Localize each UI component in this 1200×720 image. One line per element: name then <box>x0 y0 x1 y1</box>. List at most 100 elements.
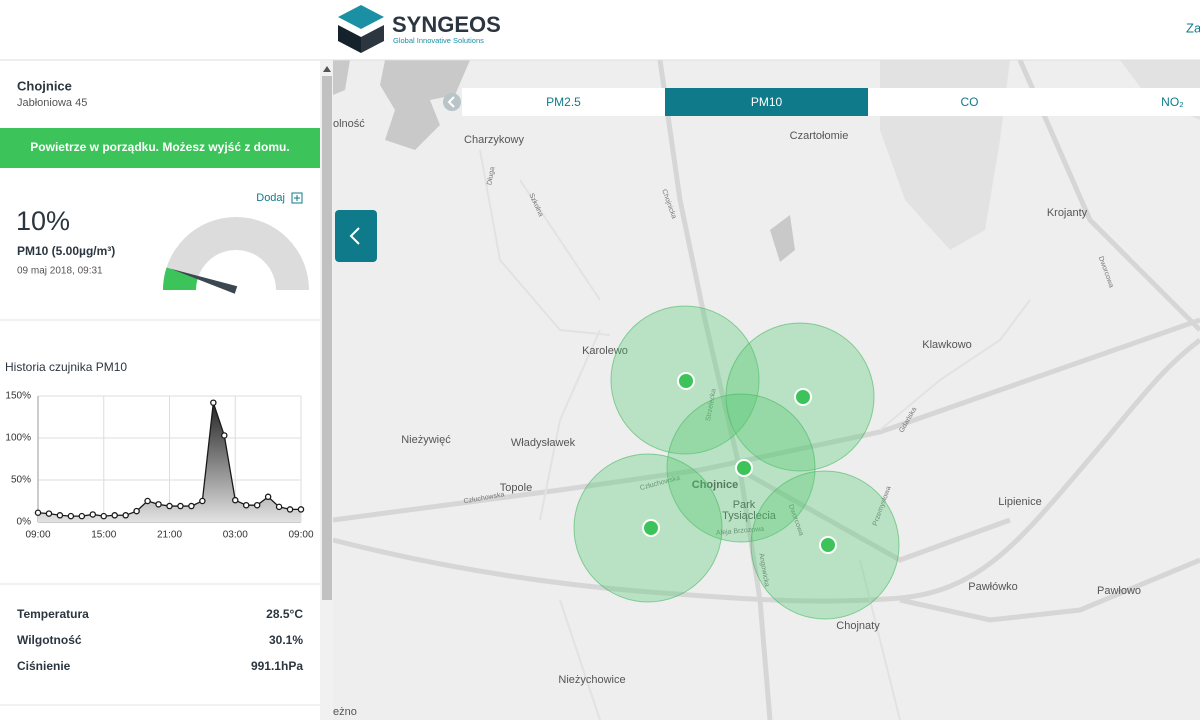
x-tick-label: 09:00 <box>288 530 313 541</box>
point <box>67 512 75 520</box>
place-label: Topole <box>500 482 532 494</box>
point <box>177 502 184 510</box>
point <box>275 503 283 511</box>
measurement-value: 28.5°C <box>266 607 303 621</box>
scroll-up-arrow[interactable] <box>323 66 331 72</box>
place-label: Park <box>733 499 756 511</box>
x-tick-label: 09:00 <box>25 530 50 541</box>
measurement-label: Ciśnienie <box>17 659 71 673</box>
history-chart: 0% 50% 100% 150% 09:00 15:00 21:00 03:00 09:00 <box>5 391 314 541</box>
point <box>221 432 228 439</box>
place-label: Chojnaty <box>836 620 880 632</box>
measurement-value: 991.1hPa <box>251 659 303 673</box>
place-label: Klawkowo <box>922 339 972 351</box>
point <box>199 497 206 505</box>
tab[interactable] <box>1071 88 1200 116</box>
sensor[interactable] <box>819 536 837 554</box>
place-labels: olność Charzykowy Czartołomie Krojanty Karol… <box>333 118 1141 718</box>
tab[interactable] <box>665 88 868 116</box>
point <box>111 512 118 519</box>
point <box>155 501 162 508</box>
point <box>133 507 140 515</box>
point <box>264 493 272 501</box>
place-label: eżno <box>333 706 357 718</box>
logo-title: SYNGEOS <box>392 12 501 37</box>
measurement-label: Temperatura <box>17 607 89 621</box>
point <box>144 497 151 505</box>
tab-label[interactable]: PM10 <box>751 95 783 109</box>
sensors <box>642 372 837 554</box>
point <box>78 512 86 520</box>
tab-label[interactable]: NO₂ <box>1161 95 1184 109</box>
city-name: Chojnice <box>17 78 72 93</box>
logo-icon <box>338 25 361 53</box>
place-label: Władysławek <box>511 437 576 449</box>
header-bar <box>0 0 1200 60</box>
place-label: Krojanty <box>1047 207 1088 219</box>
place-label: Pawłówko <box>968 581 1018 593</box>
sensor[interactable] <box>735 459 753 477</box>
tab[interactable] <box>462 88 665 116</box>
logo-icon <box>338 5 384 29</box>
collapse-button[interactable] <box>335 210 377 262</box>
logo-subtitle: Global Innovative Solutions <box>393 36 484 45</box>
logo[interactable]: SYNGEOS Global Innovative Solutions <box>338 5 501 53</box>
address: Jabłoniowa 45 <box>17 97 87 109</box>
y-tick-label: 50% <box>11 475 31 486</box>
add-button[interactable]: Dodaj <box>256 192 303 204</box>
add-icon <box>291 192 303 204</box>
header: SYNGEOS Global Innovative Solutions Za <box>0 0 1200 61</box>
point <box>231 496 239 504</box>
place-label: Tysiąclecia <box>722 510 777 522</box>
gauge-track <box>163 217 309 290</box>
point <box>100 512 108 520</box>
area <box>38 402 301 522</box>
map-background <box>333 60 1200 720</box>
place-label: Nieżywięć <box>401 434 451 446</box>
x-tick-label: 21:00 <box>157 530 182 541</box>
nav-link[interactable]: Za <box>1186 20 1200 35</box>
tab[interactable] <box>868 88 1071 116</box>
point <box>297 506 305 513</box>
sensor[interactable] <box>677 372 695 390</box>
lake <box>770 215 795 262</box>
x-tick-label: 03:00 <box>223 530 248 541</box>
measurements: Temperatura 28.5°C Wilgotność 30.1% Ciśnieni… <box>17 607 303 673</box>
tab-scroll-left[interactable] <box>443 93 461 111</box>
place-label: Nieżychowice <box>558 674 625 686</box>
place-label: Pawłowo <box>1097 585 1141 597</box>
sensor[interactable] <box>642 519 660 537</box>
gauge <box>163 217 309 294</box>
road <box>332 338 1200 604</box>
y-tick-label: 100% <box>5 433 31 444</box>
chevron-icon <box>447 96 455 108</box>
sensor[interactable] <box>794 388 812 406</box>
point <box>242 501 250 509</box>
place-label: Chojnice <box>692 479 738 491</box>
road <box>738 467 1011 563</box>
point <box>45 510 53 517</box>
lake <box>333 60 350 95</box>
collapse-panel-button[interactable] <box>335 210 377 262</box>
map[interactable]: olność Charzykowy Czartołomie Krojanty Karol… <box>332 58 1200 720</box>
sidebar: Chojnice Jabłoniowa 45 Powietrze w porzą… <box>0 61 333 720</box>
y-tick-label: 150% <box>5 391 31 402</box>
tab-label[interactable]: CO <box>961 95 979 109</box>
scrollbar-thumb[interactable] <box>322 76 332 600</box>
tab-label[interactable]: PM2.5 <box>546 95 581 109</box>
street-label: Aleja Brzozowa <box>716 526 765 537</box>
point <box>122 512 129 519</box>
point <box>253 501 261 509</box>
pollutant-tabs: PM2.5 PM10 CO NO₂ <box>462 88 1200 116</box>
timestamp: 09 maj 2018, 09:31 <box>17 266 103 277</box>
add-label[interactable]: Dodaj <box>256 192 285 204</box>
road <box>657 59 773 720</box>
place-label: olność <box>333 118 365 130</box>
tab-scroll-button[interactable] <box>443 93 461 111</box>
point <box>89 511 97 518</box>
pollutant: PM10 (5.00µg/m³) <box>17 244 115 258</box>
reading-value: 10% <box>16 206 70 236</box>
sidebar-background <box>0 61 320 720</box>
